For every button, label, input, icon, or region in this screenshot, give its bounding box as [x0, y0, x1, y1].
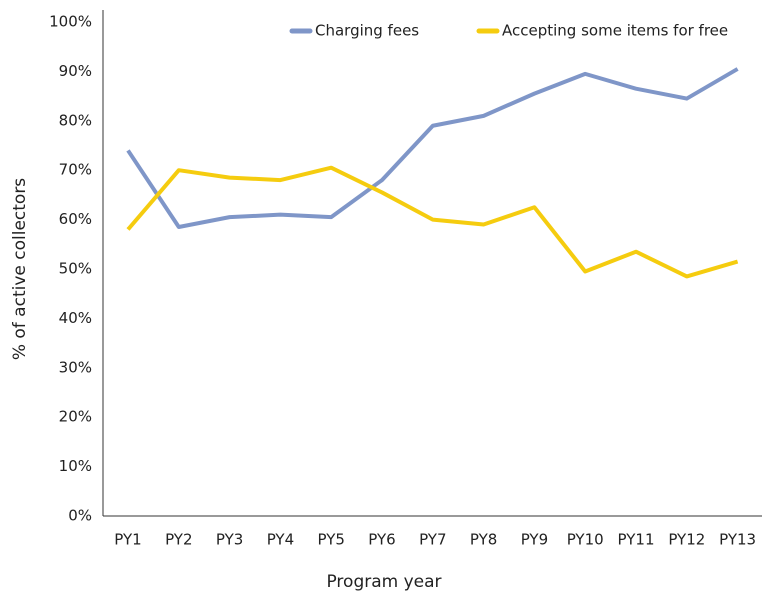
x-tick-label: PY9: [521, 531, 548, 549]
x-tick-label: PY8: [470, 531, 497, 549]
y-tick-label: 30%: [59, 358, 92, 376]
y-tick-label: 70%: [59, 161, 92, 179]
x-tick-label: PY5: [317, 531, 344, 549]
y-axis-label: % of active collectors: [10, 178, 30, 360]
x-tick-label: PY6: [368, 531, 395, 549]
x-tick-label: PY4: [267, 531, 294, 549]
series-line: [126, 67, 739, 230]
y-tick-label: 20%: [59, 408, 92, 426]
x-tick-label: PY13: [719, 531, 756, 549]
x-tick-label: PY7: [419, 531, 446, 549]
series-line: [126, 165, 739, 279]
y-tick-label: 10%: [59, 457, 92, 475]
x-axis-label: Program year: [326, 572, 441, 592]
legend-label: Accepting some items for free: [502, 22, 728, 40]
y-tick-label: 50%: [59, 260, 92, 278]
legend-label: Charging fees: [315, 22, 419, 40]
y-tick-label: 40%: [59, 309, 92, 327]
x-tick-label: PY10: [567, 531, 604, 549]
x-tick-label: PY3: [216, 531, 243, 549]
y-tick-label: 0%: [68, 507, 92, 525]
y-tick-label: 90%: [59, 62, 92, 80]
x-tick-label: PY12: [668, 531, 705, 549]
x-tick-label: PY2: [165, 531, 192, 549]
x-tick-label: PY11: [618, 531, 655, 549]
y-tick-label: 80%: [59, 111, 92, 129]
x-tick-label: PY1: [114, 531, 141, 549]
y-tick-label: 100%: [49, 13, 92, 31]
y-tick-label: 60%: [59, 210, 92, 228]
